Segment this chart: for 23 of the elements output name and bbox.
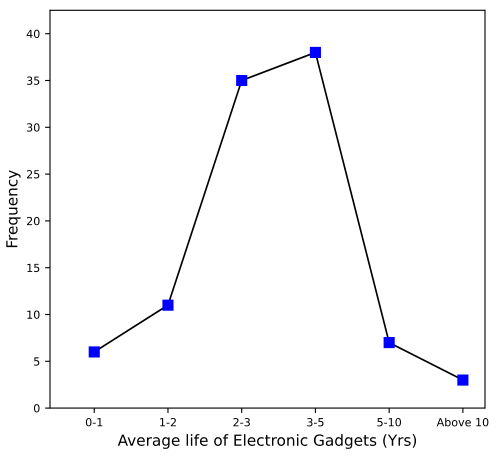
point bbox=[457, 374, 468, 386]
y-tick-label: 15 bbox=[27, 264, 40, 272]
y-tick-label: 5 bbox=[34, 357, 40, 366]
y-tick-label: 0 bbox=[34, 404, 40, 412]
y-tick-label: 40 bbox=[26, 30, 40, 38]
x-tick-label: 0-1 bbox=[86, 418, 102, 426]
y-tick-label: 30 bbox=[26, 123, 40, 132]
point bbox=[384, 337, 395, 348]
point bbox=[162, 300, 174, 311]
x-axis-title: Average life of Electronic Gadgets (Yrs) bbox=[118, 434, 416, 449]
point bbox=[88, 346, 100, 358]
y-tick-label: 25 bbox=[26, 170, 40, 178]
x-tick-label: 5-10 bbox=[377, 418, 402, 426]
point bbox=[310, 46, 321, 58]
point bbox=[236, 74, 248, 86]
x-tick-label: 1-2 bbox=[160, 418, 176, 426]
y-tick-label: 10 bbox=[27, 310, 40, 319]
y-axis-title: Frequency bbox=[6, 170, 21, 248]
y-tick-label: 20 bbox=[26, 216, 40, 226]
x-tick-label: 3-5 bbox=[307, 418, 324, 426]
x-tick-label: Above 10 bbox=[436, 418, 488, 426]
x-tick-label: 2-3 bbox=[233, 418, 250, 426]
y-tick-label: 35 bbox=[26, 76, 40, 85]
